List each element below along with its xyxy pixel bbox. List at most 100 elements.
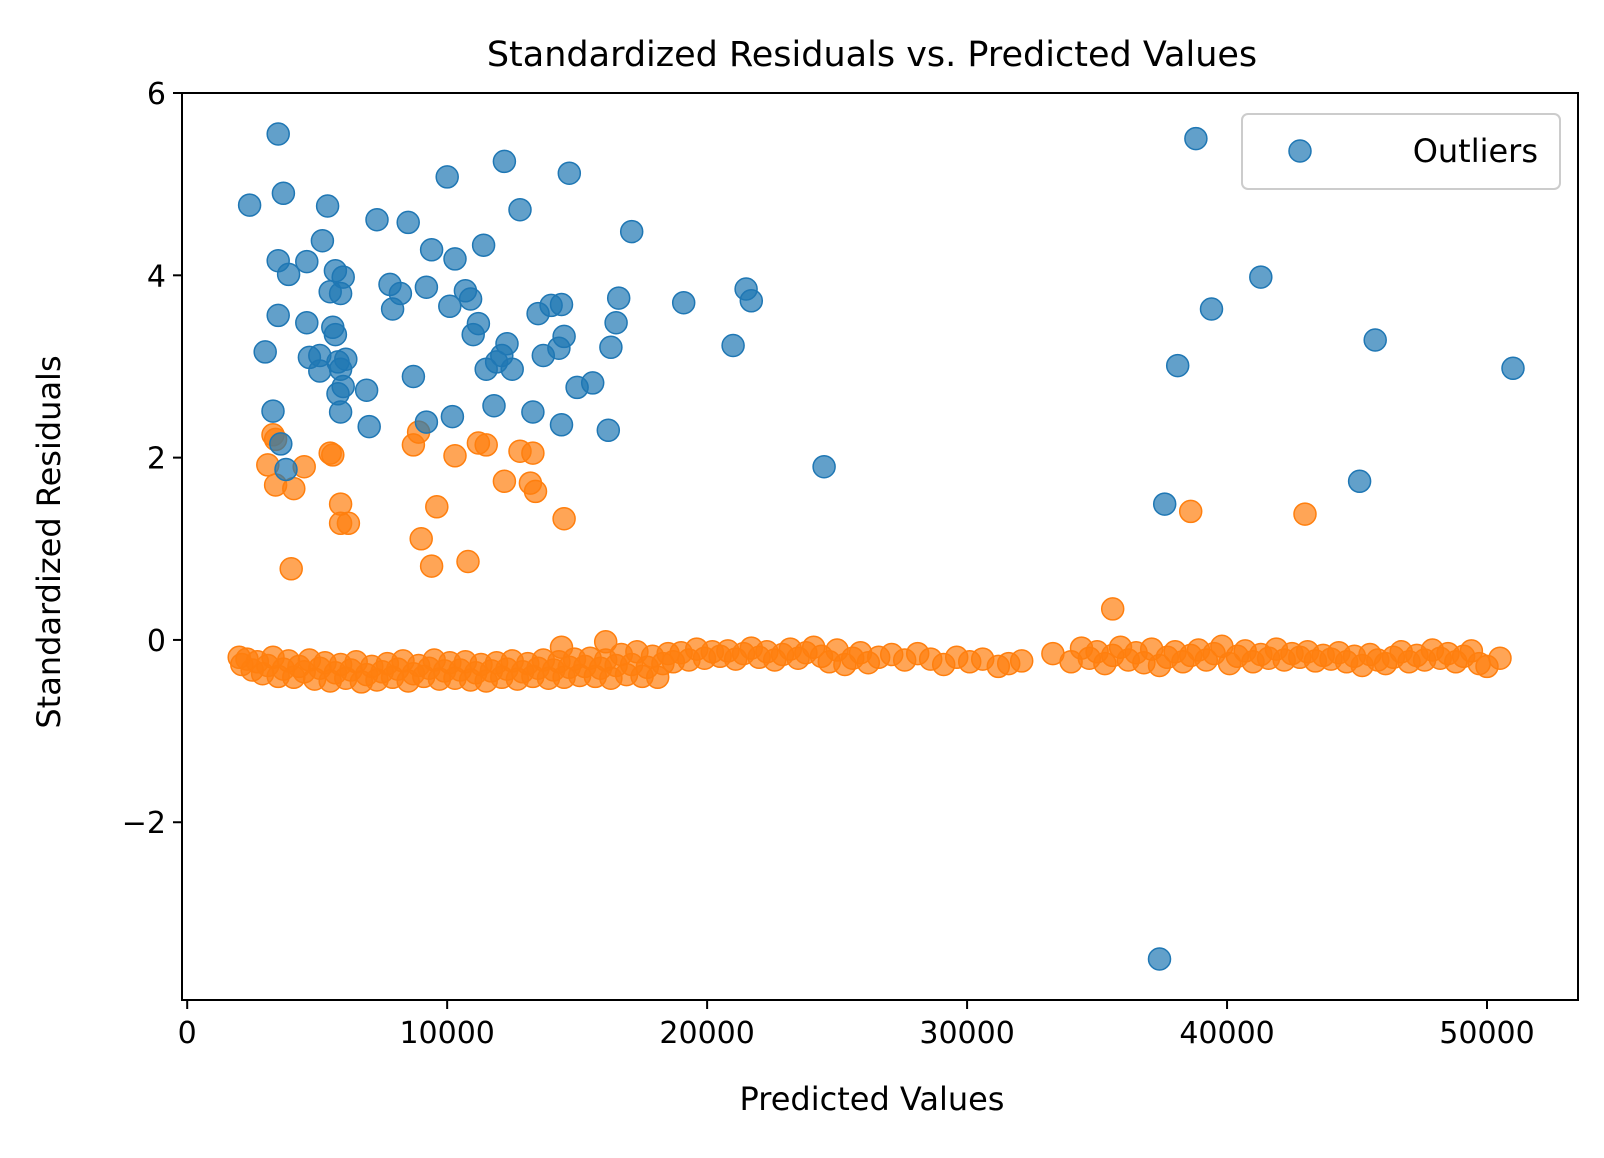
- data-point: [1249, 265, 1273, 289]
- data-point: [1147, 947, 1172, 971]
- data-point: [482, 393, 506, 418]
- data-point: [269, 432, 293, 456]
- data-point: [1363, 328, 1387, 352]
- data-point: [599, 335, 623, 360]
- data-point: [1178, 499, 1203, 524]
- chart-title: Standardized Residuals vs. Predicted Val…: [487, 35, 1257, 75]
- data-point: [438, 294, 462, 319]
- data-point: [619, 219, 644, 244]
- data-point: [495, 331, 519, 356]
- data-point: [419, 238, 444, 262]
- data-point: [401, 364, 426, 389]
- data-point: [425, 495, 449, 519]
- data-point: [321, 443, 345, 467]
- y-axis-ticks: −2 0 2 4 6: [122, 77, 182, 841]
- x-tick-label: 40000: [1179, 1016, 1274, 1051]
- data-point: [271, 181, 296, 206]
- legend: Outliers: [1241, 113, 1561, 190]
- data-point: [549, 292, 574, 317]
- data-point: [1184, 126, 1208, 151]
- x-tick-label: 10000: [399, 1016, 494, 1051]
- x-tick-label: 50000: [1439, 1016, 1534, 1051]
- data-point: [261, 399, 285, 423]
- data-point: [443, 247, 467, 271]
- data-point: [414, 275, 439, 299]
- data-point: [549, 413, 574, 437]
- data-point: [357, 414, 381, 439]
- y-tick-label: 2: [147, 442, 166, 477]
- data-point: [1488, 646, 1512, 670]
- x-tick-label: 0: [178, 1016, 197, 1051]
- data-point: [1501, 356, 1525, 381]
- legend-marker: [1288, 139, 1312, 163]
- data-point: [508, 197, 532, 222]
- y-tick-label: 0: [147, 624, 166, 659]
- y-axis-label: Standardized Residuals: [30, 355, 68, 728]
- data-point: [1009, 649, 1034, 673]
- y-tick-label: 6: [147, 77, 166, 112]
- data-point: [521, 441, 545, 465]
- data-point: [523, 479, 548, 504]
- data-point: [456, 549, 480, 574]
- data-point: [323, 322, 348, 347]
- data-point: [237, 193, 262, 217]
- data-point: [1293, 502, 1317, 526]
- data-point: [274, 457, 298, 482]
- y-tick-label: 4: [147, 259, 166, 294]
- data-point: [435, 165, 459, 189]
- data-point: [396, 210, 420, 235]
- data-point: [295, 310, 319, 335]
- data-point: [671, 290, 696, 315]
- data-point: [315, 194, 340, 218]
- data-point: [596, 418, 621, 443]
- y-tick-label: −2: [122, 806, 166, 841]
- data-point: [276, 262, 301, 287]
- data-point: [409, 527, 433, 551]
- data-point: [266, 303, 290, 328]
- data-point: [440, 404, 465, 429]
- data-point: [266, 122, 290, 146]
- data-point: [365, 207, 389, 232]
- x-axis-ticks: 0 10000 20000 30000 40000 50000: [178, 1000, 1535, 1051]
- data-point: [279, 557, 303, 581]
- data-point: [606, 286, 631, 310]
- data-point: [1100, 597, 1125, 621]
- data-point: [458, 287, 483, 311]
- data-point: [328, 400, 353, 424]
- data-point: [443, 444, 467, 468]
- data-point: [419, 554, 444, 578]
- data-point: [557, 161, 582, 185]
- series-1: [227, 420, 1512, 694]
- data-point: [380, 297, 405, 321]
- data-point: [471, 233, 496, 257]
- data-point: [253, 340, 277, 364]
- points-layer: [227, 122, 1525, 971]
- plot-frame: [181, 92, 1579, 1001]
- data-point: [812, 454, 836, 479]
- data-point: [354, 378, 379, 402]
- data-point: [414, 410, 439, 434]
- data-point: [1165, 353, 1190, 378]
- data-point: [552, 506, 576, 531]
- x-tick-label: 20000: [659, 1016, 754, 1051]
- data-point: [500, 357, 524, 381]
- data-point: [466, 311, 491, 336]
- data-point: [521, 400, 545, 424]
- data-point: [492, 149, 517, 174]
- legend-label: Outliers: [1413, 132, 1538, 170]
- data-point: [739, 289, 764, 313]
- data-point: [604, 310, 628, 335]
- data-point: [552, 324, 576, 349]
- data-point: [1199, 297, 1224, 321]
- data-point: [295, 249, 319, 274]
- data-point: [721, 333, 745, 358]
- x-tick-label: 30000: [919, 1016, 1014, 1051]
- data-point: [328, 281, 353, 306]
- data-point: [1152, 492, 1177, 516]
- data-point: [492, 469, 517, 494]
- data-point: [474, 433, 498, 457]
- data-point: [310, 228, 335, 253]
- data-point: [1347, 469, 1372, 494]
- legend-box: [1241, 113, 1561, 190]
